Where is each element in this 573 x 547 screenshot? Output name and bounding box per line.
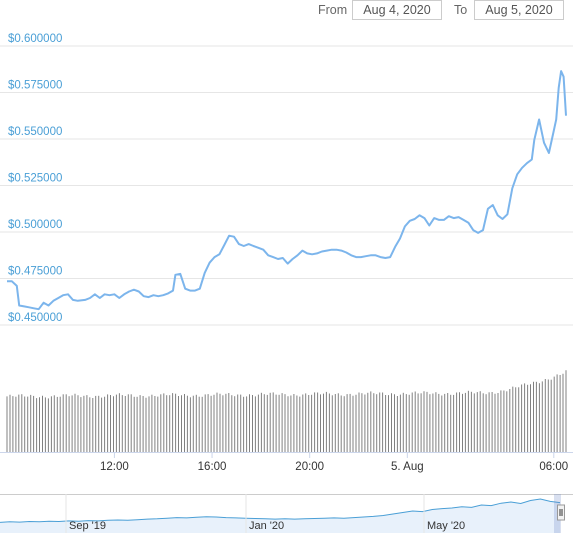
from-date-input[interactable] (352, 0, 442, 20)
y-axis-labels: $0.600000 $0.575000 $0.550000 $0.525000 $0.5… (8, 33, 62, 324)
price-line (7, 70, 567, 311)
navigator-handle[interactable] (557, 504, 565, 521)
navigator-tick-label: May '20 (427, 520, 465, 532)
y-tick-label: $0.550000 (8, 126, 62, 138)
navigator-tick-label: Jan '20 (249, 520, 284, 532)
navigator-area (0, 499, 560, 533)
x-tick-label: 20:00 (295, 461, 324, 473)
x-tick-label: 16:00 (198, 461, 227, 473)
navigator-line (0, 498, 561, 523)
x-axis-labels: 12:00 16:00 20:00 5. Aug 06:00 (100, 452, 568, 473)
navigator[interactable]: Sep '19 Jan '20 May '20 (0, 494, 573, 533)
to-date-input[interactable] (474, 0, 564, 20)
x-tick-label: 5. Aug (391, 461, 424, 473)
navigator-tick-label: Sep '19 (69, 520, 106, 532)
volume-bars (6, 370, 567, 452)
y-tick-label: $0.525000 (8, 173, 62, 185)
x-tick-label: 12:00 (100, 461, 129, 473)
y-tick-label: $0.500000 (8, 219, 62, 231)
range-selector: From To (0, 0, 573, 22)
y-tick-label: $0.600000 (8, 33, 62, 45)
to-label: To (454, 3, 468, 17)
y-tick-label: $0.475000 (8, 266, 62, 278)
grid-lines (0, 45, 573, 326)
y-tick-label: $0.450000 (8, 312, 62, 324)
y-tick-label: $0.575000 (8, 80, 62, 92)
x-tick-label: 06:00 (539, 461, 568, 473)
from-label: From (318, 3, 348, 17)
